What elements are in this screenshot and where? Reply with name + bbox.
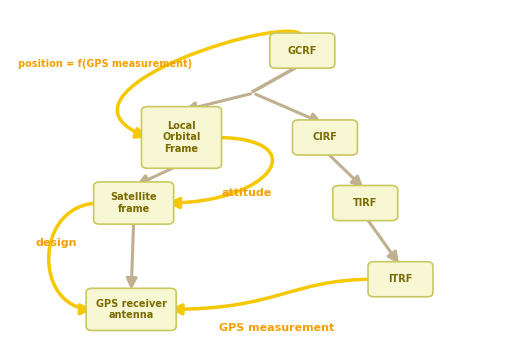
Text: design: design — [36, 238, 77, 248]
FancyBboxPatch shape — [333, 185, 398, 221]
FancyBboxPatch shape — [270, 33, 335, 68]
Text: attitude: attitude — [222, 188, 272, 198]
Text: TIRF: TIRF — [353, 198, 378, 208]
Text: GPS receiver
antenna: GPS receiver antenna — [96, 298, 166, 320]
Text: CIRF: CIRF — [313, 132, 337, 143]
FancyBboxPatch shape — [142, 107, 221, 168]
FancyBboxPatch shape — [368, 262, 433, 297]
Text: Satellite
frame: Satellite frame — [110, 192, 157, 214]
Text: position = f(GPS measurement): position = f(GPS measurement) — [18, 59, 192, 68]
FancyBboxPatch shape — [86, 288, 176, 330]
FancyBboxPatch shape — [94, 182, 174, 224]
Text: Local
Orbital
Frame: Local Orbital Frame — [162, 121, 201, 154]
Text: ITRF: ITRF — [388, 274, 413, 284]
Text: GPS measurement: GPS measurement — [219, 323, 334, 333]
FancyBboxPatch shape — [293, 120, 357, 155]
Text: GCRF: GCRF — [288, 46, 317, 56]
